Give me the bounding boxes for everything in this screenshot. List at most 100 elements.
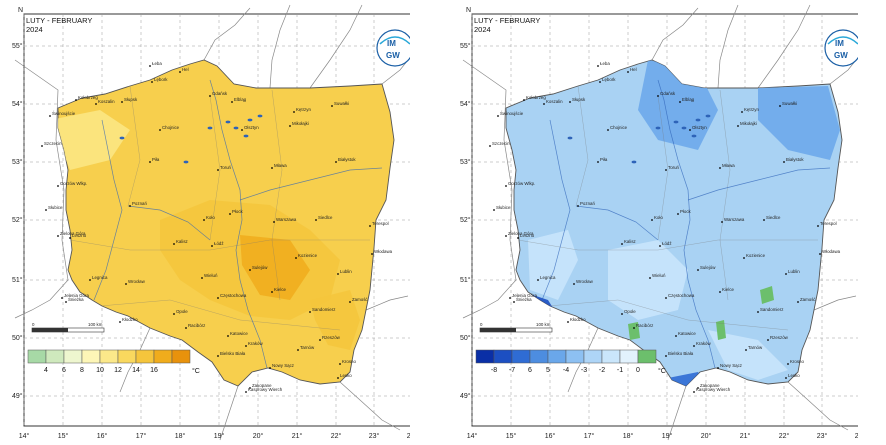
lon-tick-label: 20°: [701, 432, 712, 440]
lon-tick-label: 14°: [467, 432, 478, 440]
lat-tick-label: 49°: [12, 392, 23, 400]
city-label: Mikołajki: [740, 121, 757, 126]
legend-tick-label: 6: [62, 367, 66, 374]
positive-region: [760, 286, 774, 304]
city-dot: [95, 103, 97, 105]
lat-tick-label: 50°: [12, 334, 23, 342]
city-dot: [719, 291, 721, 293]
city-label: Kasprowy Wierch: [248, 387, 283, 392]
city-label: Lesko: [788, 373, 800, 378]
lake-shape: [225, 120, 231, 124]
cold-region: [608, 240, 688, 320]
city-dot: [651, 219, 653, 221]
lake-shape: [257, 114, 263, 118]
city-label: Świnoujście: [52, 111, 76, 116]
city-label: Piła: [600, 157, 608, 162]
city-dot: [339, 363, 341, 365]
city-dot: [627, 71, 629, 73]
lon-tick-label: 17°: [136, 432, 147, 440]
legend-swatch: [547, 349, 567, 364]
river-line: [657, 79, 717, 373]
city-label: Leszno: [72, 233, 87, 238]
lake-shape: [705, 114, 711, 118]
city-dot: [61, 297, 63, 299]
city-label: Kraków: [696, 341, 711, 346]
city-label: Gdańsk: [212, 91, 228, 96]
city-dot: [783, 161, 785, 163]
city-dot: [151, 81, 153, 83]
logo-text-top: IM: [387, 39, 396, 48]
imgw-logo-icon: [824, 29, 858, 67]
city-label: Katowice: [230, 331, 248, 336]
city-label: Łódź: [662, 241, 672, 246]
city-dot: [787, 363, 789, 365]
city-dot: [785, 273, 787, 275]
cold-region: [758, 86, 840, 160]
city-dot: [767, 339, 769, 341]
city-label: Sandomierz: [312, 307, 335, 312]
lake-shape: [691, 134, 697, 138]
legend-swatch: [99, 349, 119, 364]
neighbour-border: [813, 295, 857, 311]
city-label: Tarnów: [748, 345, 763, 350]
city-label: Rzeszów: [322, 335, 341, 340]
city-label: Leszno: [520, 233, 535, 238]
city-label: Jelenia Góra: [64, 293, 89, 298]
city-label: Sandomierz: [760, 307, 783, 312]
city-dot: [745, 349, 747, 351]
city-label: Piła: [152, 157, 160, 162]
city-dot: [49, 115, 51, 117]
city-dot: [679, 101, 681, 103]
logo-wave-icon: [827, 36, 858, 45]
city-label: Hel: [630, 67, 637, 72]
city-label: Siedlce: [318, 215, 333, 220]
map-panel-temperature-max: Hel Łeba Lębork Gdańsk Elbląg Koszalin Słupsk K…: [10, 0, 410, 445]
legend-swatch: [511, 349, 531, 364]
city-dot: [319, 339, 321, 341]
city-dot: [245, 345, 247, 347]
city-dot: [717, 367, 719, 369]
lon-tick-label: 14°: [19, 432, 30, 440]
city-dot: [665, 355, 667, 357]
city-label: Sulejów: [252, 265, 268, 270]
city-dot: [129, 205, 131, 207]
city-label: Katowice: [678, 331, 696, 336]
map-year: 2024: [474, 25, 491, 34]
city-label: Poznań: [132, 201, 147, 206]
legend-swatch: [565, 349, 585, 364]
city-label: Sulejów: [700, 265, 716, 270]
legend-swatch: [475, 349, 495, 364]
lat-tick-label: 54°: [12, 100, 23, 108]
city-dot: [493, 209, 495, 211]
city-label: Koło: [654, 215, 663, 220]
city-dot: [337, 377, 339, 379]
legend-swatch: [45, 349, 65, 364]
city-label: Włodawa: [374, 249, 393, 254]
city-label: Mikołajki: [292, 121, 309, 126]
city-label: Legnica: [92, 275, 108, 280]
city-dot: [677, 213, 679, 215]
river-line: [239, 167, 383, 201]
city-dot: [633, 327, 635, 329]
city-dot: [743, 257, 745, 259]
lake-shape: [631, 160, 637, 164]
lon-tick-label: 22°: [779, 432, 790, 440]
city-dot: [249, 269, 251, 271]
city-label: Olsztyn: [692, 125, 707, 130]
map-title: LUTY - FEBRUARY: [474, 16, 540, 25]
city-dot: [537, 279, 539, 281]
legend-swatch: [63, 349, 83, 364]
north-label: N: [466, 7, 471, 14]
city-label: Opole: [176, 309, 188, 314]
warm-region: [310, 290, 360, 350]
city-dot: [741, 111, 743, 113]
city-label: Terespol: [372, 221, 389, 226]
lat-tick-label: 51°: [12, 276, 23, 284]
city-dot: [569, 101, 571, 103]
city-dot: [159, 129, 161, 131]
city-dot: [173, 313, 175, 315]
city-label: Racibórz: [636, 323, 653, 328]
city-dot: [179, 71, 181, 73]
lake-shape: [567, 136, 573, 140]
city-label: Wieluń: [204, 273, 218, 278]
